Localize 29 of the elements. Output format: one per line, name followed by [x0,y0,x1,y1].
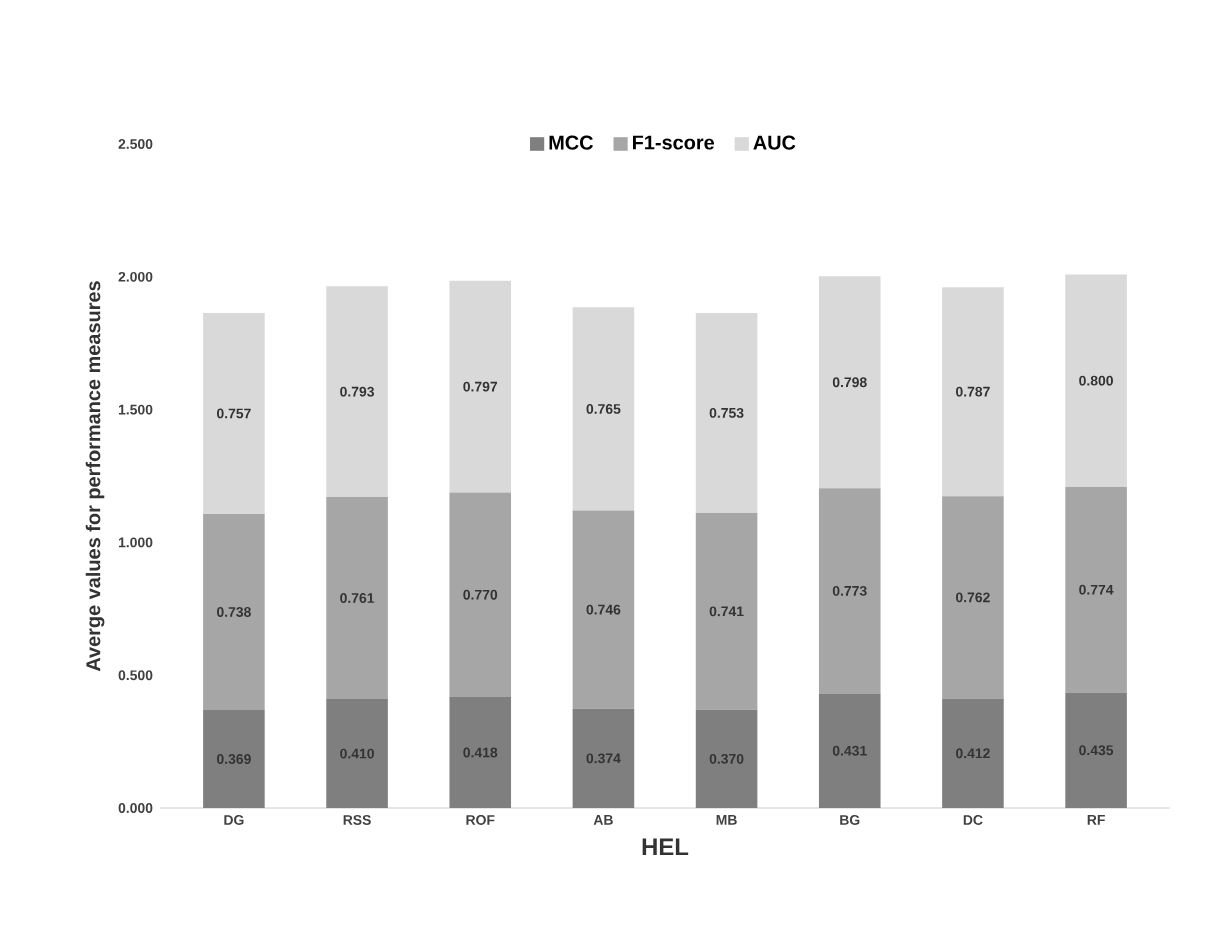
bar [818,276,881,489]
bar [1065,692,1127,808]
bar [695,312,758,513]
x-axis-title: HEL [642,838,689,856]
legend-label: F1-score [633,135,715,150]
legend-label: AUC [753,135,796,150]
bar [572,708,635,808]
bar [449,492,512,697]
y-axis-title: Averge values for performance measures [85,281,105,672]
bar [326,699,388,808]
bar [203,513,265,710]
legend-label: MCC [549,135,594,150]
bar [203,312,265,514]
bar [695,512,758,710]
bar [326,286,388,497]
bar [1065,274,1127,487]
bar [942,287,1004,497]
bar [818,693,881,808]
bar [326,496,388,700]
bar [695,709,758,808]
bar [942,698,1004,808]
bar [572,510,635,709]
bar [449,280,512,493]
bar [942,496,1004,699]
bar [1065,486,1127,693]
bar [818,488,881,694]
bar [449,696,512,808]
bar [203,709,265,808]
bar [572,307,635,511]
